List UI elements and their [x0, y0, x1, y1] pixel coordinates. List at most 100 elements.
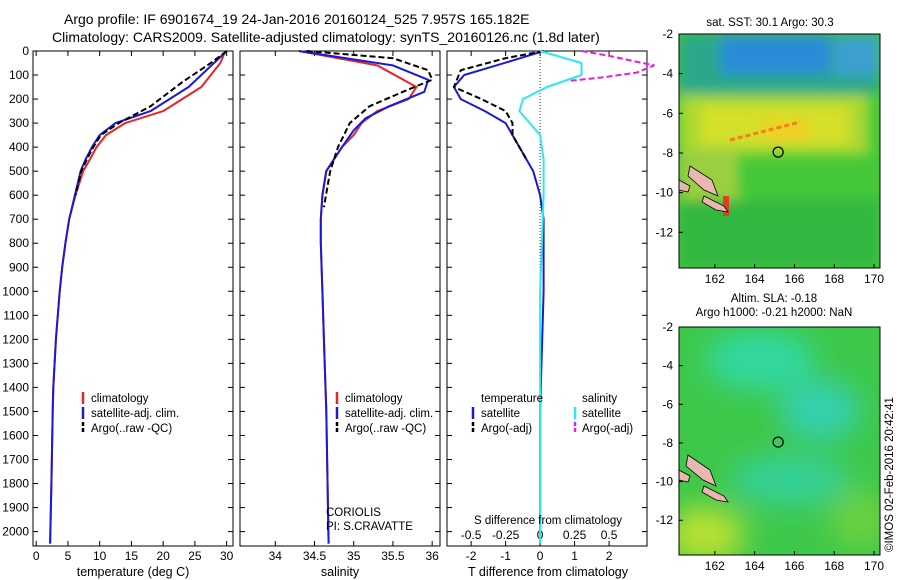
depth-tick-label: 1800	[2, 477, 29, 491]
sst-map-lon-axis: 162 164 166 168 170	[705, 264, 884, 286]
sla-map-subtitle: Argo h1000: -0.21 h2000: NaN	[696, 307, 853, 319]
lon-tick-label: 168	[824, 272, 844, 286]
legend-label-s-satellite: satellite	[582, 408, 621, 420]
x-tick-label: 20	[156, 549, 170, 563]
x-tick-label: 35	[347, 549, 361, 563]
series-line-argo-adj-	[452, 50, 544, 160]
legend-label-t-satellite: satellite	[481, 408, 520, 420]
depth-tick-label: 1100	[3, 308, 29, 322]
argo-position-marker	[772, 146, 784, 158]
salinity-xlabel: salinity	[321, 565, 360, 579]
difference-series	[452, 50, 655, 544]
x-tick-label: 10	[93, 549, 107, 563]
header-line-2: Climatology: CARS2009. Satellite-adjuste…	[52, 29, 600, 45]
lat-tick-label: -8	[662, 146, 673, 160]
temperature-x-axis: 0 5 10 15 20 25 30	[33, 51, 234, 563]
pi-label: PI: S.CRAVATTE	[326, 521, 413, 533]
depth-tick-label: 100	[9, 68, 29, 82]
salinity-x-axis: 34 34.5 35 35.5 36	[269, 51, 439, 563]
lat-tick-label: -8	[662, 436, 673, 450]
difference-depth-ticks	[447, 50, 647, 533]
header-line-1: Argo profile: IF 6901674_19 24-Jan-2016 …	[64, 11, 530, 27]
lat-tick-label: -4	[662, 67, 673, 81]
depth-tick-label: 500	[9, 164, 29, 178]
s-tick-label: -0.25	[492, 528, 520, 542]
s-tick-label: 0.25	[563, 528, 587, 542]
depth-tick-label: 1700	[2, 452, 29, 466]
x-tick-label: 15	[125, 549, 139, 563]
sla-map: Altim. SLA: -0.18 Argo h1000: -0.21 h200…	[656, 293, 885, 573]
series-line-argo-raw-qc-	[74, 50, 228, 196]
series-line-satellite-salinity	[518, 50, 583, 544]
lon-tick-label: 162	[705, 559, 725, 573]
legend-label-t-argo: Argo(-adj)	[481, 423, 532, 435]
depth-tick-label: 2000	[2, 525, 29, 539]
legend-label-satellite: satellite-adj. clim.	[91, 408, 179, 420]
depth-tick-label: 1400	[2, 380, 29, 394]
island-icon	[679, 179, 691, 193]
salinity-series	[298, 50, 434, 544]
depth-tick-label: 800	[9, 236, 29, 250]
sla-map-lat-axis: -2 -4 -6 -8 -10 -12	[656, 320, 683, 527]
temperature-axes	[32, 50, 234, 547]
sst-map-frame	[678, 33, 881, 269]
series-line-climatology	[49, 50, 227, 544]
lat-tick-label: -10	[656, 186, 674, 200]
x-tick-label: 34	[269, 549, 283, 563]
depth-tick-label: 0	[22, 44, 29, 58]
sla-map-frame	[678, 326, 881, 556]
depth-tick-label: 400	[9, 140, 29, 154]
x-tick-label: 35.5	[381, 549, 405, 563]
lon-tick-label: 168	[824, 559, 844, 573]
lon-tick-label: 164	[745, 559, 765, 573]
x-tick-label: 1	[571, 549, 578, 563]
x-tick-label: 34.5	[303, 549, 327, 563]
legend-label-satellite: satellite-adj. clim.	[345, 408, 433, 420]
difference-panel: -2 -1 0 1 2 -0.5 -0.25 0 0.25 0.5 S difference f…	[446, 50, 655, 579]
x-tick-label: -1	[500, 549, 511, 563]
depth-tick-label: 1900	[2, 501, 29, 515]
x-tick-label: 30	[220, 549, 234, 563]
depth-tick-label: 1500	[2, 404, 29, 418]
island-icon	[687, 165, 719, 197]
legend-label-climatology: climatology	[91, 393, 149, 405]
depth-tick-label: 700	[9, 212, 29, 226]
legend-header-salinity: salinity	[582, 393, 617, 405]
depth-tick-label: 1000	[2, 284, 29, 298]
salinity-legend: climatology satellite-adj. clim. Argo(..…	[335, 392, 433, 435]
temperature-series	[49, 50, 228, 544]
temperature-legend: climatology satellite-adj. clim. Argo(..…	[81, 392, 179, 435]
depth-tick-label: 900	[9, 260, 29, 274]
lon-tick-label: 166	[784, 559, 804, 573]
depth-tick-label: 1200	[2, 332, 29, 346]
depth-tick-label: 200	[9, 92, 29, 106]
lat-tick-label: -2	[662, 27, 673, 41]
island-icon	[701, 195, 729, 213]
sst-map: sat. SST: 30.1 Argo: 30.3 162 164 166 168 17…	[656, 17, 885, 286]
legend-label-s-argo: Argo(-adj)	[582, 423, 633, 435]
x-tick-label: 0	[33, 549, 40, 563]
t-difference-label: T difference from climatology	[468, 565, 629, 579]
legend-label-climatology: climatology	[345, 393, 403, 405]
lat-tick-label: -10	[656, 475, 674, 489]
salinity-panel: 34 34.5 35 35.5 36 salinity climatology sate…	[239, 50, 441, 579]
island-icon	[685, 454, 717, 487]
series-line-argo-raw-qc-	[306, 50, 434, 208]
lat-tick-label: -2	[662, 320, 673, 334]
temperature-xlabel: temperature (deg C)	[77, 565, 190, 579]
depth-tick-label: 1600	[2, 428, 29, 442]
x-tick-label: 0	[537, 549, 544, 563]
x-tick-label: 25	[188, 549, 202, 563]
island-icon	[701, 485, 729, 503]
island-icon	[679, 469, 691, 483]
x-tick-label: 2	[606, 549, 613, 563]
salinity-depth-ticks	[240, 50, 440, 533]
lat-tick-label: -12	[656, 513, 674, 527]
legend-label-argo: Argo(..raw -QC)	[345, 423, 426, 435]
depth-axis: 0 100 200 300 400 500 600 700 800 900 1000 1100 1200…	[2, 44, 233, 539]
series-line-satellite-adj-clim-	[49, 50, 228, 544]
sla-map-title: Altim. SLA: -0.18	[731, 293, 817, 305]
lon-tick-label: 164	[745, 272, 765, 286]
sst-map-lat-axis: -2 -4 -6 -8 -10 -12	[656, 27, 683, 239]
credit-label: ©IMOS 02-Feb-2016 20:42:41	[884, 397, 896, 552]
